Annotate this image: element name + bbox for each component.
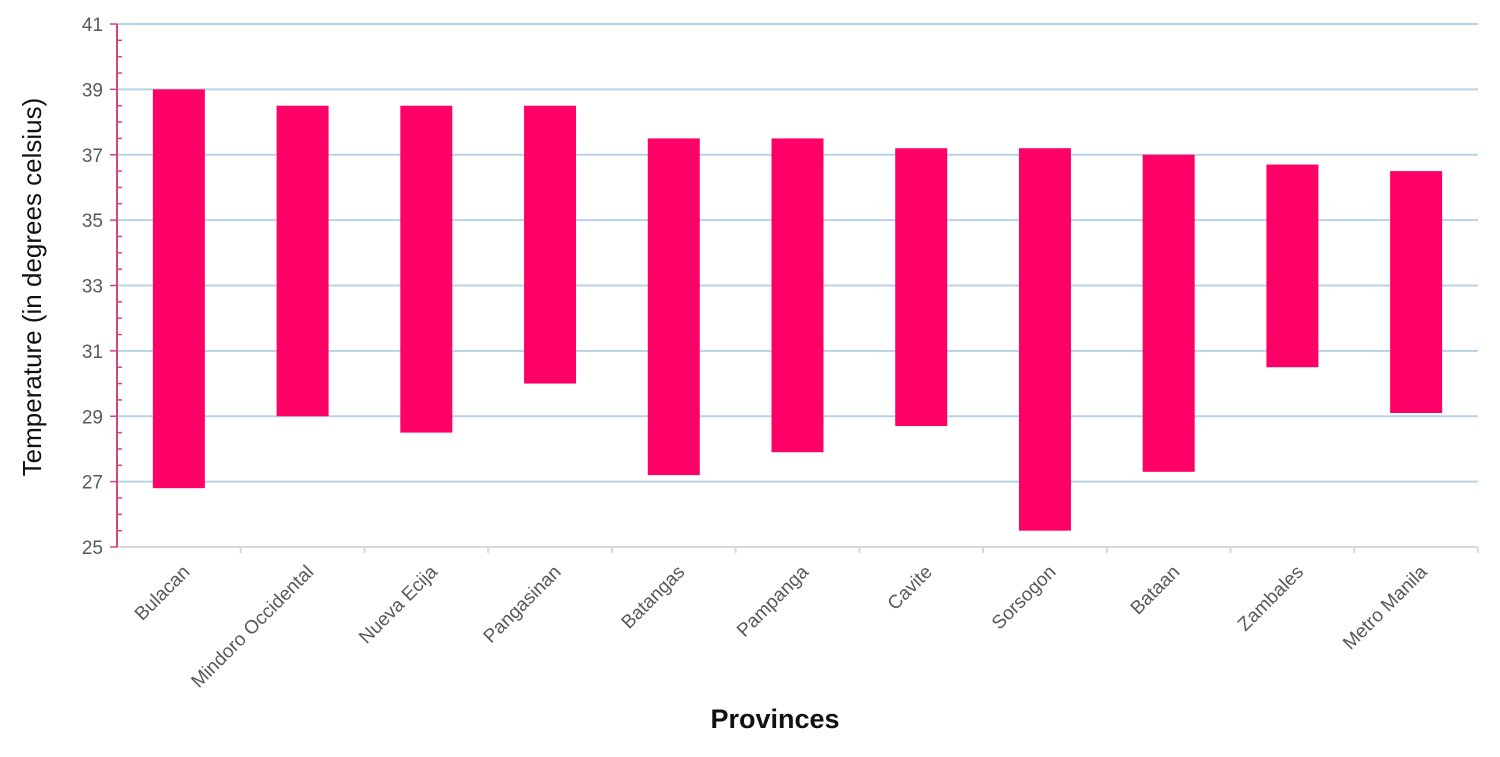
y-axis-title: Temperature (in degrees celsius) bbox=[17, 98, 47, 477]
axes bbox=[110, 23, 1479, 553]
range-bar bbox=[1390, 171, 1443, 413]
range-bar bbox=[771, 138, 824, 453]
x-tick-label: Zambales bbox=[1234, 562, 1308, 636]
x-tick-label: Pangasinan bbox=[480, 562, 566, 648]
y-tick-label: 29 bbox=[82, 407, 103, 428]
bars bbox=[152, 89, 1443, 531]
y-tick-label: 37 bbox=[82, 146, 103, 167]
x-tick-label: Batangas bbox=[618, 562, 690, 634]
range-bar bbox=[647, 138, 700, 476]
x-tick-label: Mindoro Occidental bbox=[188, 562, 319, 693]
range-bar bbox=[152, 89, 205, 489]
y-tick-label: 33 bbox=[82, 277, 103, 298]
y-tick-label: 31 bbox=[82, 342, 103, 363]
range-bar bbox=[1142, 154, 1195, 472]
range-bar bbox=[1018, 148, 1071, 531]
x-tick-label: Sorsogon bbox=[988, 562, 1060, 634]
range-bar bbox=[400, 105, 453, 433]
y-tick-label: 27 bbox=[82, 473, 103, 494]
range-bar bbox=[524, 105, 577, 384]
x-tick-label: Pampanga bbox=[733, 561, 813, 641]
y-tick-label: 41 bbox=[82, 15, 103, 36]
x-tick-label: Metro Manila bbox=[1339, 561, 1432, 654]
y-tick-label: 39 bbox=[82, 80, 103, 101]
range-bar bbox=[276, 105, 329, 417]
x-tick-label: Cavite bbox=[884, 562, 937, 615]
x-tick-label: Bataan bbox=[1127, 562, 1184, 619]
y-tick-label: 35 bbox=[82, 211, 103, 232]
x-axis-title: Provinces bbox=[710, 704, 839, 734]
range-bar bbox=[1266, 164, 1319, 368]
x-tick-label: Nueva Ecija bbox=[355, 561, 442, 648]
y-tick-label: 25 bbox=[82, 538, 103, 559]
range-bar bbox=[895, 148, 948, 427]
y-tick-labels: 25 27 29 31 33 35 37 39 41 bbox=[82, 15, 103, 559]
x-tick-label: Bulacan bbox=[131, 562, 194, 625]
